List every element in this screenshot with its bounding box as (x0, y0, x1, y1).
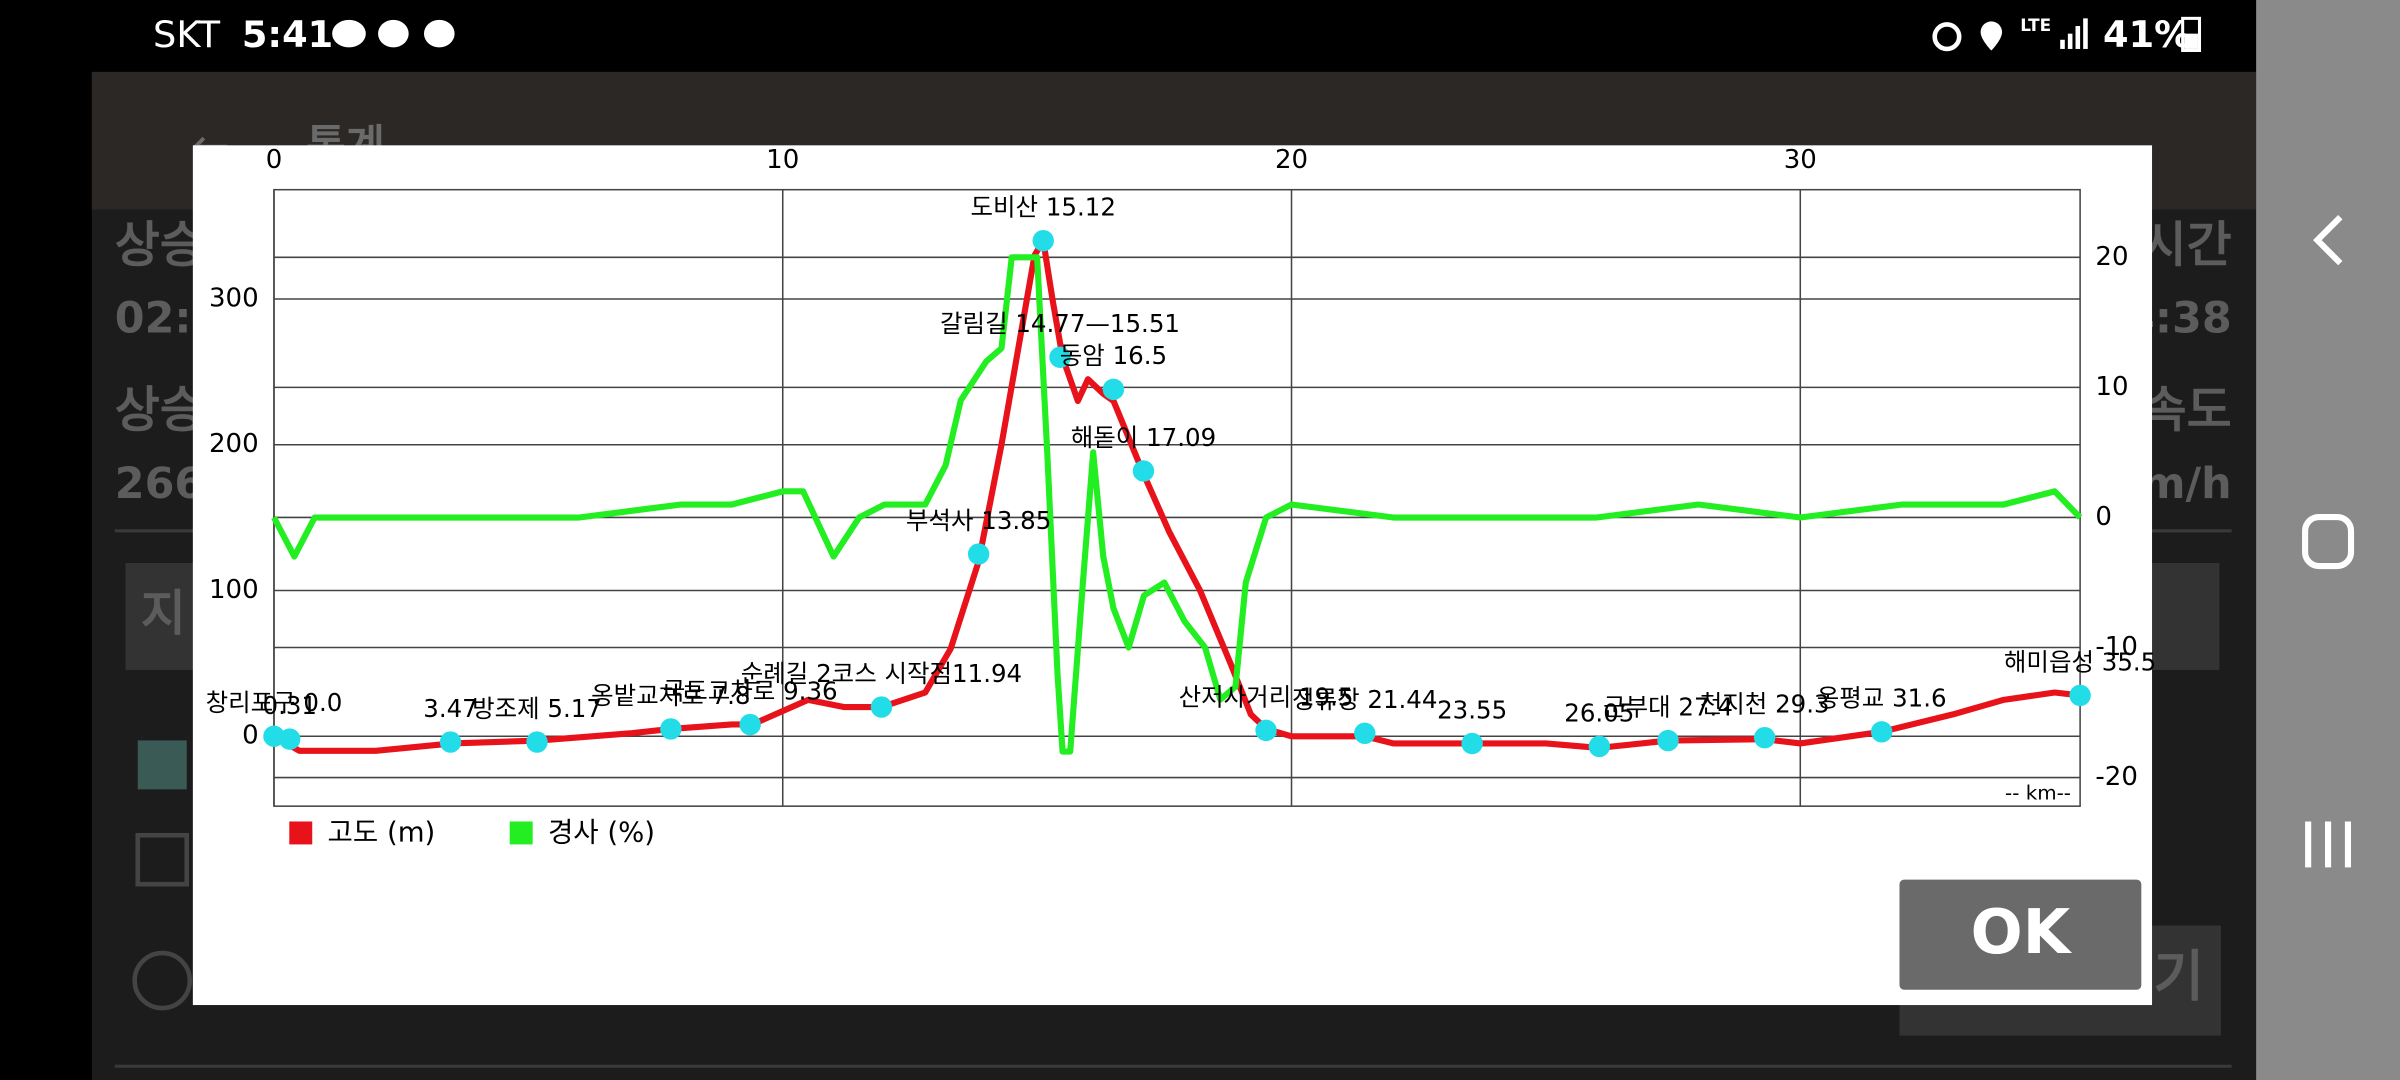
waypoint (279, 728, 301, 750)
waypoint-label: 해돋이 17.09 (1071, 423, 1216, 452)
ok-label[interactable]: OK (1971, 897, 2073, 968)
waypoint (2069, 684, 2091, 707)
y2-tick-label: 0 (2095, 502, 2112, 532)
waypoint-label: 해미읍성 35.5 (2004, 647, 2156, 676)
nav-home[interactable] (2302, 513, 2355, 570)
x-axis-unit: -- km-- (2005, 781, 2071, 804)
x-tick-label: 20 (1275, 145, 1308, 175)
waypoint-label: 창리포구 0.0 (206, 688, 343, 717)
waypoint-label: 도비산 15.12 (971, 193, 1116, 222)
waypoint-label: 23.55 (1437, 695, 1507, 724)
bg-label: m/h (2141, 459, 2232, 509)
legend-swatch (509, 821, 533, 845)
y2-tick-label: 20 (2095, 242, 2128, 272)
bg-label: 266 (115, 459, 204, 509)
y2-tick-label: -10 (2095, 632, 2137, 662)
ok-button[interactable] (1899, 879, 2142, 990)
waypoint (870, 696, 893, 718)
waypoint (1461, 732, 1483, 755)
location-icon (1980, 21, 2003, 51)
battery-icon (2181, 16, 2202, 53)
notification-icons (332, 19, 455, 48)
waypoint (1032, 229, 1054, 252)
alarm-icon (1932, 22, 1962, 52)
network-type: LTE (2020, 15, 2051, 35)
waypoint-label: 산저사거리 19.5 (1179, 682, 1354, 711)
waypoint (526, 731, 548, 753)
waypoint (1753, 726, 1776, 749)
waypoint (1102, 378, 1125, 401)
legend-label: 고도 (m) (328, 817, 436, 849)
y-tick-label: 0 (242, 721, 259, 751)
legend-label: 경사 (%) (548, 817, 655, 849)
waypoint-label: 옹밭교차로 7.8 (591, 681, 750, 710)
bg-label: 속도 (2142, 382, 2232, 439)
bg-checkbox[interactable] (137, 740, 187, 790)
waypoint (1132, 460, 1155, 482)
nav-bar (2256, 0, 2400, 1080)
waypoint-label: 26.05 (1564, 698, 1634, 727)
bg-label: 지 (141, 585, 186, 642)
nav-recents[interactable] (2305, 821, 2352, 868)
waypoint-label: 방조제 5.17 (472, 694, 602, 723)
x-tick-label: 30 (1784, 145, 1817, 175)
x-tick-label: 10 (766, 145, 799, 175)
legend-swatch (289, 821, 313, 845)
waypoint (1049, 346, 1071, 368)
y-tick-label: 100 (209, 575, 259, 605)
clock: 5:41 (242, 13, 333, 56)
carrier: SKT (153, 13, 221, 56)
waypoint (439, 731, 462, 753)
waypoint (1354, 722, 1376, 745)
waypoint-label: 정류장 21.44 (1292, 685, 1437, 714)
bg-label: 상승 (115, 216, 205, 273)
waypoint (739, 713, 761, 736)
waypoint-label: 동암 16.5 (1060, 341, 1167, 370)
waypoint (967, 543, 990, 565)
waypoint (1657, 729, 1679, 752)
waypoint-label: 순례길 2코스 시작점11.94 (741, 659, 1022, 688)
waypoint-label: 0.31 (263, 691, 317, 720)
waypoint-label: 군부대 27.4 (1603, 692, 1733, 721)
y2-tick-label: 10 (2095, 372, 2128, 402)
waypoint (660, 718, 682, 740)
series-line (271, 254, 2083, 755)
waypoint (1870, 721, 1893, 743)
battery-level: 41% (2103, 13, 2191, 56)
nav-back[interactable] (2313, 215, 2343, 266)
signal-icon (2060, 18, 2088, 49)
waypoint-label: 3.47 (423, 694, 477, 723)
bg-label: 기 (2153, 945, 2204, 1009)
y-tick-label: 300 (209, 283, 259, 313)
waypoint-label: 천지천 29.3 (1700, 690, 1830, 719)
y2-tick-label: -20 (2095, 762, 2137, 792)
waypoint-label: 옹평교 31.6 (1817, 684, 1947, 713)
dialog (192, 145, 2153, 1006)
waypoint (1588, 735, 1611, 758)
waypoint-label: 갈림길 14.77—15.51 (940, 309, 1180, 338)
waypoint-label: 국도교차로 9.36 (663, 676, 838, 705)
x-tick-label: 0 (266, 145, 283, 175)
bg-label: 시간 (2142, 216, 2232, 273)
battery-fill (2184, 33, 2198, 49)
bg-label: 상승 (115, 382, 205, 439)
waypoint (1255, 719, 1277, 742)
waypoint-label: 부석사 13.85 (906, 506, 1051, 535)
series-line (272, 237, 2081, 754)
bg-radio[interactable] (132, 950, 193, 1011)
y-tick-label: 200 (209, 429, 259, 459)
bg-checkbox[interactable] (135, 832, 190, 887)
